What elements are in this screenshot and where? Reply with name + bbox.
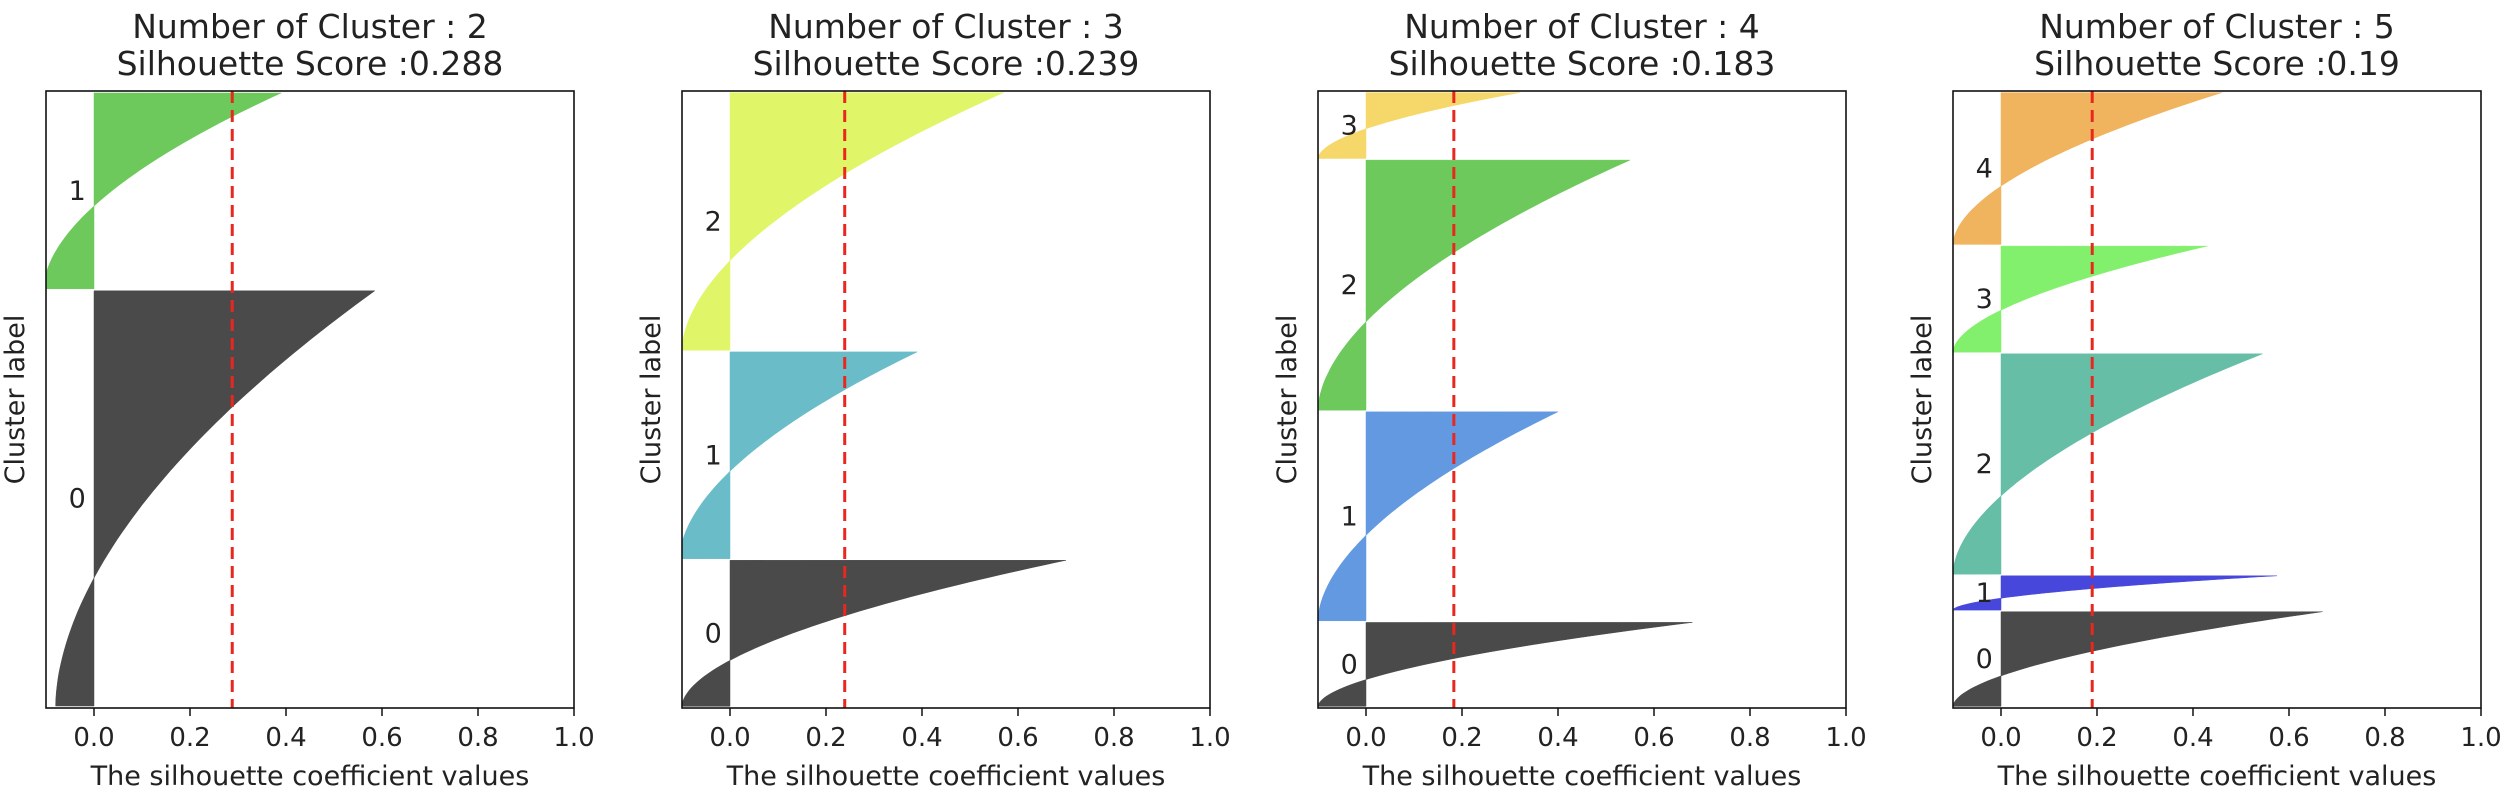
x-tick-label: 0.4 (901, 723, 942, 753)
cluster-silhouette-2 (1953, 353, 2263, 575)
cluster-label-2: 2 (705, 206, 722, 237)
cluster-silhouette-1 (682, 351, 918, 559)
axes-frame (681, 90, 1211, 709)
x-tick-label: 0.6 (997, 723, 1038, 753)
chart-title: Number of Cluster : 4 (1404, 7, 1760, 46)
x-tick-label: 0.4 (1537, 723, 1578, 753)
cluster-label-4: 4 (1976, 154, 1993, 185)
cluster-label-2: 2 (1976, 449, 1993, 480)
x-tick-label: 0.6 (1633, 723, 1674, 753)
cluster-silhouette-4 (1953, 92, 2222, 245)
cluster-label-0: 0 (1341, 649, 1358, 680)
x-tick-label: 0.8 (1729, 723, 1770, 753)
axes-frame (1317, 90, 1847, 709)
x-axis-label: The silhouette coefficient values (1997, 761, 2437, 792)
cluster-silhouette-1 (1318, 411, 1559, 622)
cluster-label-3: 3 (1341, 111, 1358, 142)
x-tick-label: 0.2 (1441, 723, 1482, 753)
x-tick-label: 1.0 (553, 723, 594, 753)
x-axis-label: The silhouette coefficient values (1362, 761, 1802, 792)
x-tick-label: 0.8 (2364, 723, 2405, 753)
cluster-label-1: 1 (1976, 578, 1993, 609)
cluster-label-2: 2 (1341, 270, 1358, 301)
x-tick-label: 1.0 (2460, 723, 2501, 753)
cluster-label-1: 1 (1341, 501, 1358, 532)
x-tick-label: 0.6 (361, 723, 402, 753)
cluster-label-3: 3 (1976, 284, 1993, 315)
x-tick-label: 0.2 (169, 723, 210, 753)
x-tick-label: 0.2 (805, 723, 846, 753)
chart-subtitle: Silhouette Score :0.19 (2034, 44, 2400, 83)
y-axis-label: Cluster label (0, 315, 31, 485)
cluster-silhouette-2 (1318, 159, 1631, 411)
chart-title: Number of Cluster : 3 (768, 7, 1124, 46)
x-tick-label: 0.6 (2268, 723, 2309, 753)
axes-frame (45, 90, 575, 709)
cluster-silhouette-0 (1953, 611, 2323, 707)
cluster-silhouette-0 (1318, 622, 1693, 707)
cluster-silhouette-0 (682, 560, 1067, 707)
x-tick-label: 0.8 (1093, 723, 1134, 753)
cluster-silhouette-3 (1953, 245, 2208, 353)
x-tick-label: 0.4 (2172, 723, 2213, 753)
cluster-silhouette-3 (1318, 92, 1520, 159)
cluster-silhouette-1 (1953, 575, 2278, 611)
chart-title: Number of Cluster : 5 (2039, 7, 2395, 46)
x-tick-label: 0.0 (1345, 723, 1386, 753)
y-axis-label: Cluster label (1272, 315, 1303, 485)
x-tick-label: 0.0 (1980, 723, 2021, 753)
x-axis-label: The silhouette coefficient values (726, 761, 1166, 792)
cluster-label-1: 1 (705, 440, 722, 471)
cluster-label-0: 0 (705, 618, 722, 649)
x-tick-label: 1.0 (1189, 723, 1230, 753)
cluster-silhouette-1 (46, 92, 282, 290)
y-axis-label: Cluster label (1907, 315, 1938, 485)
chart-subtitle: Silhouette Score :0.239 (753, 44, 1140, 83)
cluster-label-0: 0 (69, 483, 86, 514)
chart-subtitle: Silhouette Score :0.183 (1389, 44, 1776, 83)
chart-subtitle: Silhouette Score :0.288 (117, 44, 504, 83)
x-tick-label: 0.8 (457, 723, 498, 753)
y-axis-label: Cluster label (636, 315, 667, 485)
x-axis-label: The silhouette coefficient values (90, 761, 530, 792)
cluster-label-0: 0 (1976, 644, 1993, 675)
x-tick-label: 1.0 (1825, 723, 1866, 753)
x-tick-label: 0.0 (709, 723, 750, 753)
chart-title: Number of Cluster : 2 (132, 7, 488, 46)
cluster-label-1: 1 (69, 176, 86, 207)
x-tick-label: 0.4 (265, 723, 306, 753)
axes-frame (1952, 90, 2482, 709)
cluster-silhouette-2 (682, 92, 1004, 351)
x-tick-label: 0.2 (2076, 723, 2117, 753)
x-tick-label: 0.0 (73, 723, 114, 753)
cluster-silhouette-0 (55, 290, 376, 707)
